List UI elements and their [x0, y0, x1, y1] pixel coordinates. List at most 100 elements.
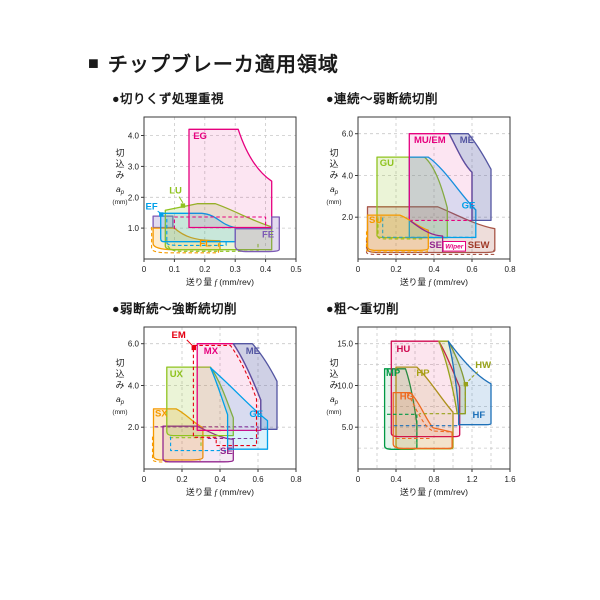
chart-title: ●切りくず処理重視 [112, 92, 225, 106]
x-tick-label: 0.4 [214, 475, 226, 484]
region-ME [448, 133, 492, 222]
y-axis-title-char: み [115, 170, 124, 180]
region-EF-dashed [166, 218, 227, 246]
y-tick-label: 5.0 [342, 423, 354, 432]
chart-chip-control: ●切りくず処理重視 0 0.1 0.2 0.3 0.4 0.5 1.0 2.0 3.0 4.0 EG… [100, 88, 316, 292]
region-GU-dashed [377, 218, 423, 240]
y-axis-var: ap [116, 394, 125, 406]
region-SE-line [409, 220, 444, 253]
page-title-text: チップブレーカ適用領域 [107, 54, 339, 76]
x-tick-label: 0.3 [230, 265, 242, 274]
x-tick-label: 0.4 [260, 265, 272, 274]
x-tick-label: 0 [142, 265, 147, 274]
region-LU-dashed [166, 239, 259, 252]
x-tick-label: 0.4 [390, 475, 402, 484]
x-tick-label: 0.8 [290, 475, 302, 484]
region-label-GU: GU [380, 158, 394, 169]
leader-line [186, 339, 194, 347]
region-marker [180, 203, 186, 208]
x-tick-label: 0.8 [428, 475, 440, 484]
y-tick-label: 4.0 [128, 132, 140, 141]
x-tick-label: 0.8 [504, 265, 516, 274]
region-label-SU: SU [369, 215, 382, 226]
x-tick-label: 0 [142, 475, 147, 484]
region-label-ME: ME [460, 135, 474, 146]
region-ME [232, 343, 278, 430]
chart-interrupted-cutting: ●弱断続～強断続切削 0 0.2 0.4 0.6 0.8 2.0 4.0 6.0 EM MX ME U… [100, 298, 316, 502]
y-axis-var: ap [330, 394, 339, 406]
x-tick-label: 0.1 [169, 265, 181, 274]
chart-canvas-chip-control: 0 0.1 0.2 0.3 0.4 0.5 1.0 2.0 3.0 4.0 EG LU EF FL FE 送り… [112, 116, 302, 287]
y-tick-label: 6.0 [342, 130, 354, 139]
y-tick-label: 2.0 [128, 193, 140, 202]
y-tick-label: 4.0 [342, 172, 354, 181]
region-label-GE: GE [462, 201, 476, 212]
region-GE [209, 367, 269, 450]
region-label-HW: HW [475, 360, 491, 371]
x-axis-title: 送り量 f (mm/rev) [186, 486, 254, 497]
chart-title: ●弱断続～強断続切削 [112, 302, 238, 316]
x-tick-label: 0.2 [199, 265, 211, 274]
y-axis-unit: (mm) [326, 409, 341, 416]
y-axis-unit: (mm) [112, 199, 127, 206]
region-HW-dashed [419, 385, 466, 415]
y-tick-label: 2.0 [342, 213, 354, 222]
wiper-badge-label: Wiper [445, 244, 463, 251]
region-label-SX: SX [155, 408, 168, 419]
region-HF [447, 340, 492, 426]
region-SX [152, 408, 204, 461]
region-SEW-dashed [365, 239, 495, 255]
region-SU-dashed [365, 231, 428, 253]
y-axis-var: ap [116, 184, 125, 196]
y-tick-label: 4.0 [128, 382, 140, 391]
x-tick-label: 0.2 [176, 475, 188, 484]
y-tick-label: 6.0 [128, 340, 140, 349]
region-FL [152, 227, 221, 251]
x-tick-label: 1.2 [466, 475, 478, 484]
x-tick-label: 0.4 [428, 265, 440, 274]
region-EM-dashed [192, 344, 258, 447]
square-bullet-icon: ■ [88, 52, 100, 73]
x-tick-label: 0.6 [252, 475, 264, 484]
region-HG-dashed-curve [406, 392, 450, 433]
leader-line [178, 196, 184, 204]
y-tick-label: 10.0 [337, 382, 353, 391]
region-label-EG: EG [193, 131, 207, 142]
x-axis-title: 送り量 f (mm/rev) [400, 276, 468, 287]
region-LU [164, 203, 273, 251]
x-tick-label: 0.6 [466, 265, 478, 274]
region-label-SE: SE [220, 446, 233, 457]
region-EG [188, 128, 273, 229]
y-axis-title-char: み [115, 380, 124, 390]
y-axis-title-char: 切 [329, 358, 338, 368]
region-label-HG: HG [400, 392, 414, 403]
region-label-EM: EM [172, 330, 186, 341]
y-tick-label: 15.0 [337, 340, 353, 349]
region-SX-dashed [151, 436, 201, 463]
region-label-MU/EM: MU/EM [414, 135, 446, 146]
x-tick-label: 0.2 [390, 265, 402, 274]
wiper-badge-box [442, 241, 467, 252]
region-label-SEW: SEW [468, 240, 490, 251]
region-EG-dashed [173, 216, 267, 230]
y-tick-label: 3.0 [128, 162, 140, 171]
region-label-MX: MX [204, 346, 219, 357]
x-axis-title: 送り量 f (mm/rev) [400, 486, 468, 497]
region-marker [191, 345, 196, 351]
chart-continuous-cutting: ●連続～弱断続切削 0 0.2 0.4 0.6 0.8 2.0 4.0 6.0 GU MU/EM M… [314, 88, 530, 292]
y-axis-unit: (mm) [326, 199, 341, 206]
chart-title: ●粗～重切削 [326, 302, 400, 316]
region-label-SE: SE [429, 240, 442, 251]
x-axis-title: 送り量 f (mm/rev) [186, 276, 254, 287]
region-marker [159, 212, 164, 217]
y-axis-title-char: 込 [115, 369, 124, 379]
region-label-GE: GE [249, 409, 263, 420]
y-axis-title-char: み [329, 380, 338, 390]
y-axis-title-char: 込 [329, 159, 338, 169]
chart-heavy-cutting: ●粗～重切削 0 0.4 0.8 1.2 1.6 5.0 10.0 15.0 HU MP HP HG H… [314, 298, 530, 502]
region-GE [408, 156, 477, 239]
y-axis-unit: (mm) [112, 409, 127, 416]
y-axis-title-char: 切 [115, 148, 124, 158]
page-title: ■ チップブレーカ適用領域 [88, 48, 339, 77]
